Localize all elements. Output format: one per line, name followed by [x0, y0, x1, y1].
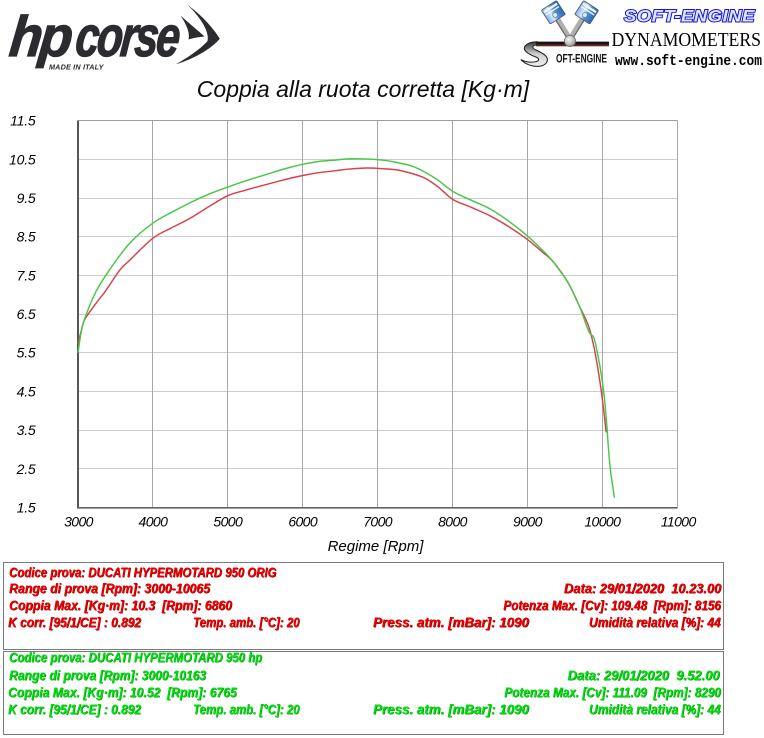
svg-text:1.5: 1.5 — [17, 500, 36, 516]
svg-text:5.5: 5.5 — [17, 345, 36, 361]
svg-text:hp: hp — [7, 5, 76, 69]
svg-text:SOFT-ENGINE: SOFT-ENGINE — [624, 8, 756, 26]
svg-text:9000: 9000 — [513, 513, 543, 529]
svg-text:4.5: 4.5 — [17, 383, 36, 399]
svg-text:www.soft-engine.com: www.soft-engine.com — [615, 53, 762, 70]
svg-text:3000: 3000 — [64, 513, 94, 529]
svg-text:Regime [Rpm]: Regime [Rpm] — [328, 538, 425, 555]
svg-text:OFT-ENGINE: OFT-ENGINE — [556, 52, 607, 66]
svg-text:3.5: 3.5 — [17, 422, 36, 438]
svg-text:2.5: 2.5 — [16, 461, 36, 477]
svg-text:11.5: 11.5 — [10, 113, 36, 129]
svg-text:corse: corse — [73, 5, 183, 69]
svg-text:6000: 6000 — [288, 513, 318, 529]
svg-text:11000: 11000 — [661, 513, 697, 529]
svg-text:DYNAMOMETERS: DYNAMOMETERS — [612, 29, 762, 51]
svg-text:10.5: 10.5 — [9, 151, 36, 167]
svg-text:MADE IN ITALY: MADE IN ITALY — [49, 62, 105, 71]
svg-text:8.5: 8.5 — [17, 229, 36, 245]
svg-text:7000: 7000 — [363, 513, 393, 529]
svg-text:5000: 5000 — [213, 513, 243, 529]
svg-text:10000: 10000 — [584, 513, 621, 529]
svg-text:6.5: 6.5 — [17, 306, 36, 322]
svg-text:7.5: 7.5 — [17, 267, 36, 283]
svg-text:8000: 8000 — [438, 513, 468, 529]
svg-text:9.5: 9.5 — [17, 190, 36, 206]
svg-text:4000: 4000 — [139, 513, 169, 529]
